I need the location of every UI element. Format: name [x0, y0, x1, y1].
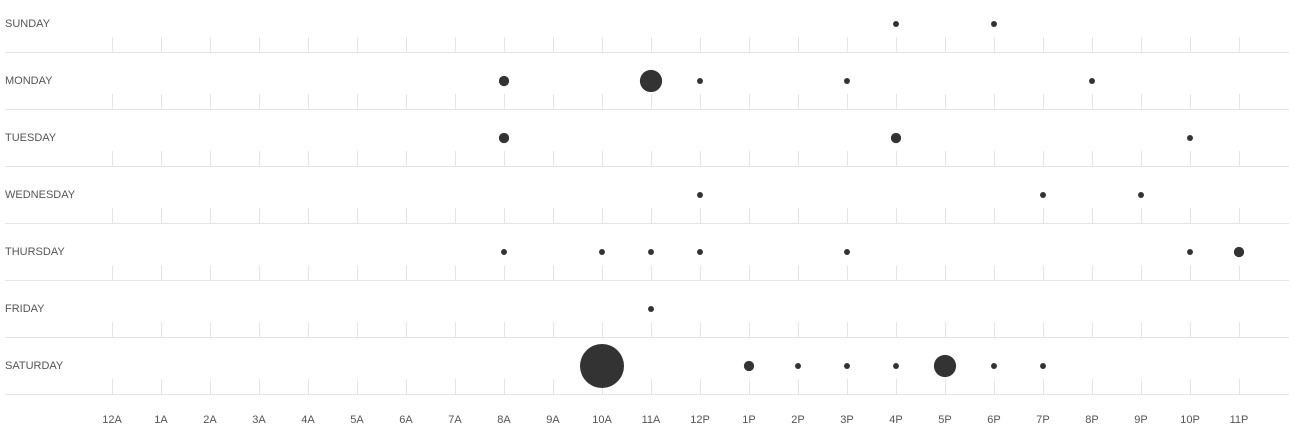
dot-monday-11a[interactable] [639, 69, 663, 93]
dot-monday-8a[interactable] [498, 75, 510, 87]
dot-thursday-10a[interactable] [599, 249, 605, 255]
x-label-3a: 3A [252, 414, 266, 426]
x-label-9p: 9P [1134, 414, 1147, 426]
x-label-8a: 8A [497, 414, 511, 426]
x-label-4p: 4P [889, 414, 902, 426]
x-label-4a: 4A [301, 414, 315, 426]
dot-saturday-1p[interactable] [743, 360, 755, 372]
x-label-11p: 11P [1230, 414, 1249, 426]
dot-layer [498, 21, 1245, 388]
dot-sunday-4p[interactable] [893, 21, 899, 27]
grid-layer [5, 37, 1289, 395]
x-label-12p: 12P [690, 414, 710, 426]
x-label-7a: 7A [448, 414, 462, 426]
x-label-8p: 8P [1085, 414, 1098, 426]
row-label-saturday: SATURDAY [5, 360, 64, 372]
dot-saturday-5p[interactable] [933, 354, 957, 378]
x-label-2p: 2P [791, 414, 804, 426]
dot-wednesday-12p[interactable] [697, 192, 703, 198]
row-label-sunday: SUNDAY [5, 18, 51, 30]
x-label-1p: 1P [742, 414, 755, 426]
x-label-10a: 10A [592, 414, 612, 426]
dot-tuesday-8a[interactable] [498, 132, 510, 144]
x-label-1a: 1A [154, 414, 168, 426]
x-label-11a: 11A [642, 414, 661, 426]
x-label-5p: 5P [938, 414, 951, 426]
dot-monday-12p[interactable] [697, 78, 703, 84]
dot-thursday-3p[interactable] [844, 249, 850, 255]
x-label-7p: 7P [1036, 414, 1049, 426]
x-label-6a: 6A [399, 414, 413, 426]
x-label-5a: 5A [350, 414, 364, 426]
dot-sunday-6p[interactable] [991, 21, 997, 27]
dot-thursday-8a[interactable] [501, 249, 507, 255]
dot-monday-3p[interactable] [844, 78, 850, 84]
dot-saturday-6p[interactable] [991, 363, 997, 369]
dot-thursday-10p[interactable] [1187, 249, 1193, 255]
x-label-3p: 3P [840, 414, 853, 426]
dot-wednesday-9p[interactable] [1138, 192, 1144, 198]
dot-friday-11a[interactable] [648, 306, 654, 312]
dot-thursday-11a[interactable] [648, 249, 654, 255]
x-label-9a: 9A [546, 414, 560, 426]
x-label-2a: 2A [203, 414, 217, 426]
dot-saturday-7p[interactable] [1040, 363, 1046, 369]
x-label-6p: 6P [987, 414, 1000, 426]
dot-saturday-10a[interactable] [580, 344, 624, 388]
x-axis-labels: 12A 1A 2A 3A 4A 5A 6A 7A 8A 9A 10A 11A 12P 1P 2P 3P 4P 5P… [102, 414, 1248, 426]
dot-thursday-11p[interactable] [1233, 246, 1245, 258]
dot-tuesday-10p[interactable] [1187, 135, 1193, 141]
dot-saturday-4p[interactable] [893, 363, 899, 369]
dot-tuesday-4p[interactable] [890, 132, 902, 144]
x-label-12a: 12A [102, 414, 122, 426]
x-label-10p: 10P [1180, 414, 1200, 426]
dot-monday-8p[interactable] [1089, 78, 1095, 84]
row-label-thursday: THURSDAY [5, 246, 65, 258]
dot-saturday-3p[interactable] [844, 363, 850, 369]
row-label-tuesday: TUESDAY [5, 132, 57, 144]
row-label-monday: MONDAY [5, 75, 53, 87]
dot-thursday-12p[interactable] [697, 249, 703, 255]
row-label-friday: FRIDAY [5, 303, 45, 315]
dot-saturday-2p[interactable] [795, 363, 801, 369]
dot-wednesday-7p[interactable] [1040, 192, 1046, 198]
row-labels: SUNDAY MONDAY TUESDAY WEDNESDAY THURSDAY FRID… [5, 18, 76, 372]
row-label-wednesday: WEDNESDAY [5, 189, 76, 201]
